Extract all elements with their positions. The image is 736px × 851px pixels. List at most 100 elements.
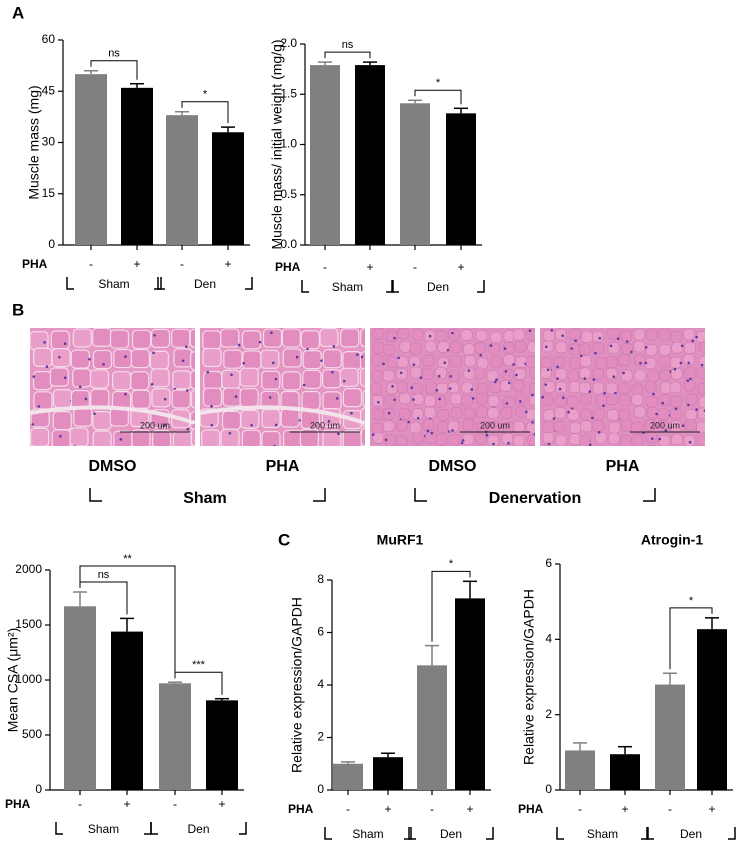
fiber <box>396 381 408 393</box>
nucleus <box>700 363 704 367</box>
fiber <box>542 340 554 353</box>
fiber <box>645 431 658 444</box>
significance-bracket <box>90 60 138 80</box>
category-label: - <box>578 802 582 816</box>
nucleus <box>650 437 654 440</box>
fiber <box>502 369 515 381</box>
fiber <box>607 342 620 354</box>
significance-bracket <box>79 565 176 679</box>
fiber <box>261 370 281 390</box>
group-label: Den <box>440 827 462 841</box>
fiber <box>172 431 192 446</box>
fiber <box>475 329 488 342</box>
nucleus <box>515 373 518 377</box>
fiber <box>634 369 646 382</box>
fiber <box>555 395 567 407</box>
nucleus <box>407 447 410 450</box>
fiber <box>592 420 604 432</box>
nucleus <box>507 441 510 445</box>
nucleus <box>58 355 61 359</box>
fiber <box>450 393 462 405</box>
fiber <box>202 330 222 350</box>
significance-label: * <box>689 595 694 607</box>
fiber <box>527 445 535 446</box>
fiber <box>631 393 644 406</box>
bar <box>400 103 430 245</box>
fiber <box>220 328 240 348</box>
fiber <box>371 370 384 382</box>
nucleus <box>687 361 690 365</box>
fiber <box>300 330 320 350</box>
chart-title: Atrogin-1 <box>641 532 703 548</box>
y-tick-label: 0.0 <box>280 237 297 251</box>
fiber <box>462 418 475 431</box>
fiber <box>437 421 449 434</box>
fiber <box>660 382 672 394</box>
bar <box>212 132 244 245</box>
significance-label: * <box>203 89 208 101</box>
fiber <box>512 328 525 341</box>
nucleus <box>461 439 465 442</box>
nucleus <box>63 376 67 380</box>
y-axis-label: Relative expression/GAPDH <box>521 589 537 765</box>
fiber <box>322 429 342 446</box>
nucleus <box>531 421 534 424</box>
fiber <box>540 367 552 379</box>
fiber <box>399 445 407 446</box>
fiber <box>502 396 515 409</box>
fiber <box>476 406 488 419</box>
fiber <box>578 343 591 356</box>
fiber <box>580 393 592 406</box>
fiber <box>554 328 567 341</box>
fiber <box>371 354 384 366</box>
group-label: Sham <box>332 280 363 294</box>
nucleus <box>448 387 452 390</box>
nucleus <box>561 334 565 338</box>
fiber <box>448 328 460 341</box>
significance-bracket <box>414 89 462 105</box>
fiber <box>92 328 112 347</box>
fiber <box>592 342 605 355</box>
fiber <box>581 331 593 343</box>
fiber <box>490 331 502 344</box>
category-label: - <box>78 797 82 811</box>
nucleus <box>124 355 127 358</box>
fiber <box>579 367 591 380</box>
y-tick-label: 1.5 <box>280 86 297 100</box>
nucleus <box>435 389 439 392</box>
fiber <box>435 433 448 446</box>
fiber <box>260 349 280 369</box>
y-axis-label: Muscle mass/ initial weight (mg/g) <box>269 39 285 249</box>
nucleus <box>59 434 62 438</box>
fiber <box>412 328 425 341</box>
nucleus <box>234 395 238 398</box>
nucleus <box>570 347 574 350</box>
nucleus <box>320 359 323 362</box>
fiber <box>437 341 450 353</box>
fiber <box>670 395 682 408</box>
nucleus <box>652 392 655 396</box>
fiber <box>619 394 631 406</box>
category-label: - <box>413 260 417 274</box>
nucleus <box>270 331 273 335</box>
y-tick-label: 45 <box>42 83 56 97</box>
nucleus <box>412 363 416 366</box>
nucleus <box>350 411 353 415</box>
fiber <box>359 367 365 387</box>
nucleus <box>680 344 684 348</box>
fiber <box>659 354 672 367</box>
fiber <box>683 328 696 341</box>
bar <box>417 665 447 790</box>
nucleus <box>547 442 551 446</box>
fiber <box>595 394 607 407</box>
fiber <box>569 422 582 434</box>
image-label: DMSO <box>89 458 137 475</box>
nucleus <box>625 340 629 343</box>
fiber <box>580 420 592 433</box>
bar <box>446 113 476 245</box>
fiber <box>449 433 461 446</box>
nucleus <box>445 453 448 456</box>
nucleus <box>689 377 692 381</box>
nucleus <box>150 382 154 386</box>
